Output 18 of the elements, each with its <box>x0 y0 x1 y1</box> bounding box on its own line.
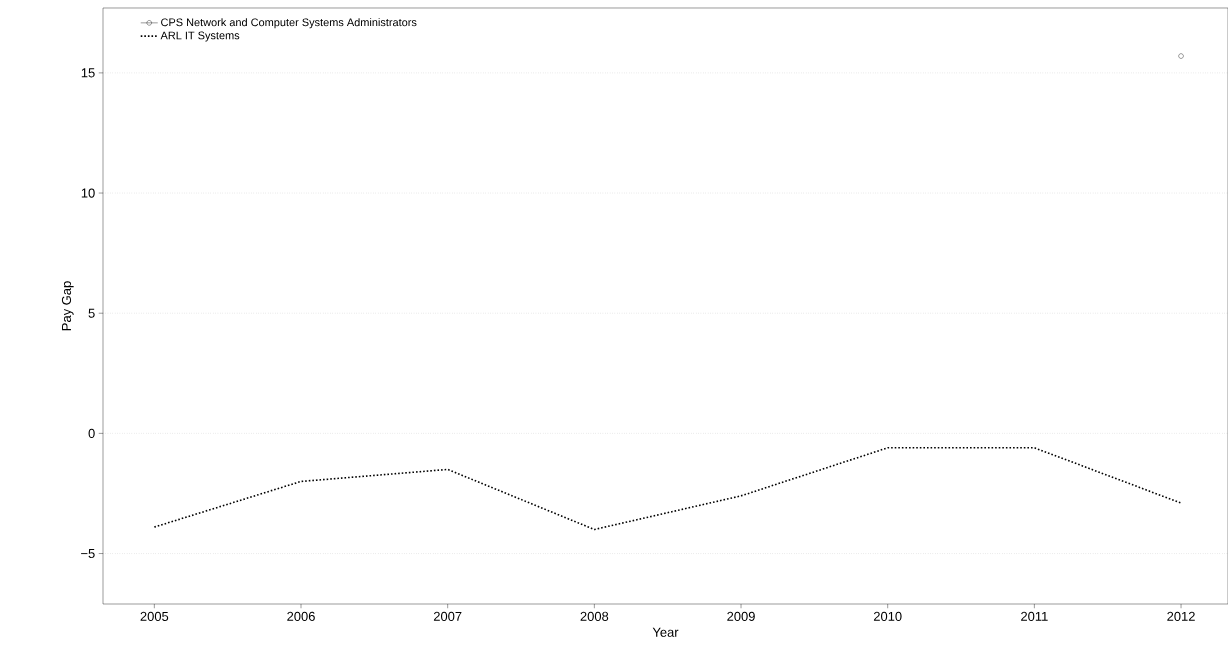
x-tick-label: 2007 <box>433 611 462 621</box>
x-tick-label: 2006 <box>287 611 315 621</box>
y-axis-title: Pay Gap <box>61 281 74 331</box>
legend-label: ARL IT Systems <box>160 31 240 42</box>
y-tick-label: 10 <box>81 188 95 198</box>
legend-label: CPS Network and Computer Systems Administrators <box>161 18 417 29</box>
y-tick-label: 0 <box>88 428 95 438</box>
x-axis-title: Year <box>652 627 679 637</box>
y-tick-label: 5 <box>88 308 95 318</box>
x-tick-label: 2012 <box>1167 611 1195 621</box>
y-tick-label: 15 <box>81 68 95 78</box>
x-tick-label: 2011 <box>1021 611 1048 621</box>
line-series <box>153 446 1182 531</box>
x-tick-label: 2010 <box>873 611 902 621</box>
x-tick-label: 2008 <box>580 611 609 621</box>
x-tick-label: 2005 <box>140 611 169 621</box>
y-tick-label: −5 <box>81 549 95 559</box>
x-tick-label: 2009 <box>727 611 755 621</box>
